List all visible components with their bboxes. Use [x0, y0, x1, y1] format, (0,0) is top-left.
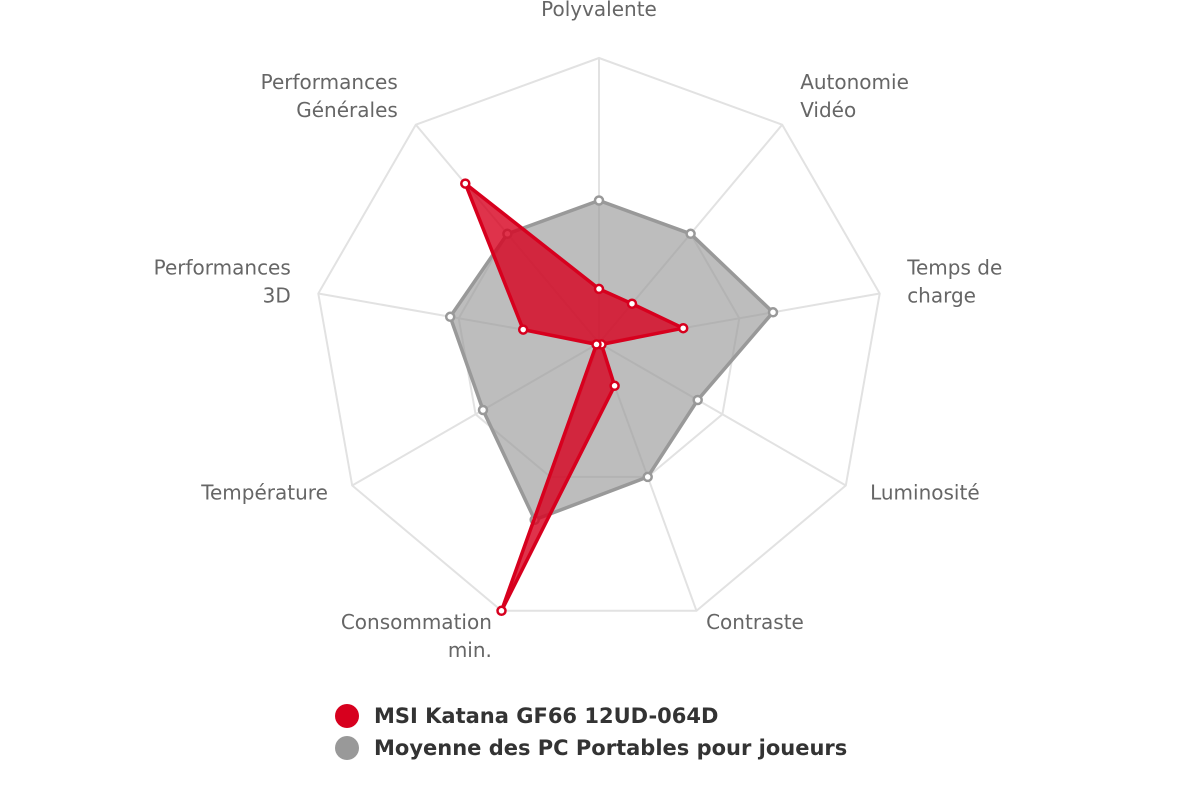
axis-label-line: Générales: [296, 98, 398, 122]
axis-label-line: Performances: [154, 256, 291, 280]
data-point-s1-4[interactable]: [692, 394, 703, 406]
axis-labels: AutonomiePolyvalente Autonomie Vidéo Temps …: [154, 0, 1003, 662]
data-point-s0-6[interactable]: [496, 605, 507, 617]
axis-label-line: Temps de: [906, 256, 1002, 280]
series-area-0: [463, 181, 685, 613]
legend-item-msi-katana[interactable]: MSI Katana GF66 12UD-064D: [335, 700, 847, 732]
data-point-s1-7[interactable]: [477, 404, 489, 416]
data-point-s1-2[interactable]: [685, 228, 696, 240]
axis-label-5: Contraste: [706, 610, 804, 634]
axis-label-line: Consommation: [341, 610, 492, 634]
axis-label-3: Temps de charge: [906, 256, 1002, 308]
axis-label-line: Température: [200, 481, 328, 505]
radar-series: [444, 178, 779, 617]
axis-label-line: charge: [907, 284, 976, 308]
axis-label-1: AutonomiePolyvalente: [541, 0, 657, 21]
axis-label-9: Performances Générales: [261, 70, 398, 122]
series-0: [460, 178, 689, 617]
legend-label-msi-katana: MSI Katana GF66 12UD-064D: [374, 704, 719, 728]
data-point-s0-9[interactable]: [460, 178, 471, 189]
axis-label-line: Autonomie: [800, 70, 909, 94]
axis-label-8: Performances 3D: [154, 256, 291, 308]
data-point-s0-7[interactable]: [591, 339, 602, 350]
axis-label-2: Autonomie Vidéo: [800, 70, 909, 122]
data-point-s1-1[interactable]: [593, 195, 605, 206]
legend-item-average-gaming-laptops[interactable]: Moyenne des PC Portables pour joueurs: [335, 732, 847, 764]
legend: MSI Katana GF66 12UD-064D Moyenne des PC…: [335, 700, 847, 764]
data-point-s0-5[interactable]: [609, 380, 620, 392]
data-point-s1-8[interactable]: [444, 311, 456, 323]
axis-label-line: Contraste: [706, 610, 804, 634]
axis-label-line: Vidéo: [800, 98, 856, 122]
grid-ring-2: [317, 56, 881, 612]
axis-label-7: Température: [200, 481, 328, 505]
legend-label-average-gaming-laptops: Moyenne des PC Portables pour joueurs: [374, 736, 848, 760]
data-point-s0-8[interactable]: [517, 324, 529, 335]
legend-marker-msi-katana: [335, 704, 359, 728]
legend-marker-average-gaming-laptops: [335, 736, 359, 760]
axis-label-line: Luminosité: [870, 481, 980, 505]
axis-label-line: 3D: [263, 284, 291, 308]
axis-label-4: Luminosité: [870, 481, 980, 505]
data-point-s0-1[interactable]: [593, 283, 605, 295]
data-point-s1-5[interactable]: [642, 471, 653, 483]
data-point-s1-3[interactable]: [767, 307, 779, 318]
axis-label-line: min.: [448, 638, 492, 662]
axis-label-line: Performances: [261, 70, 398, 94]
axis-label-line: Polyvalente: [541, 0, 657, 21]
data-point-s0-2[interactable]: [626, 298, 638, 309]
data-point-s0-3[interactable]: [677, 322, 689, 334]
axis-label-6: Consommation min.: [341, 610, 492, 662]
